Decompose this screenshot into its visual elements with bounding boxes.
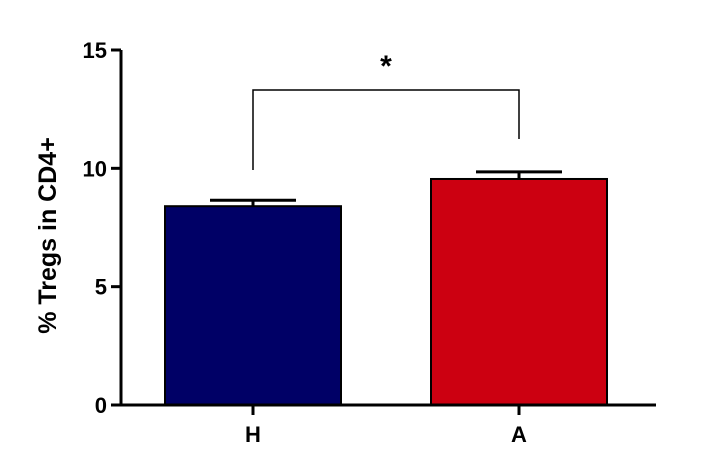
x-tick-label-h: H (245, 422, 261, 447)
y-tick-label-10: 10 (83, 156, 107, 181)
annotation-layer: * (252, 50, 520, 170)
significance-label: * (380, 50, 392, 83)
error-bars-layer (210, 170, 562, 207)
y-tick-label-0: 0 (95, 393, 107, 418)
axes-layer: 0 5 10 15 H A % Tregs in CD4+ (34, 38, 656, 447)
bar-a (430, 177, 608, 406)
y-axis-title: % Tregs in CD4+ (34, 137, 62, 334)
significance-bracket (252, 89, 520, 170)
y-tick-label-15: 15 (83, 38, 107, 63)
bar-h (164, 205, 342, 406)
x-tick-label-a: A (511, 422, 527, 447)
bars-layer (164, 177, 608, 406)
y-tick-label-5: 5 (95, 275, 107, 300)
